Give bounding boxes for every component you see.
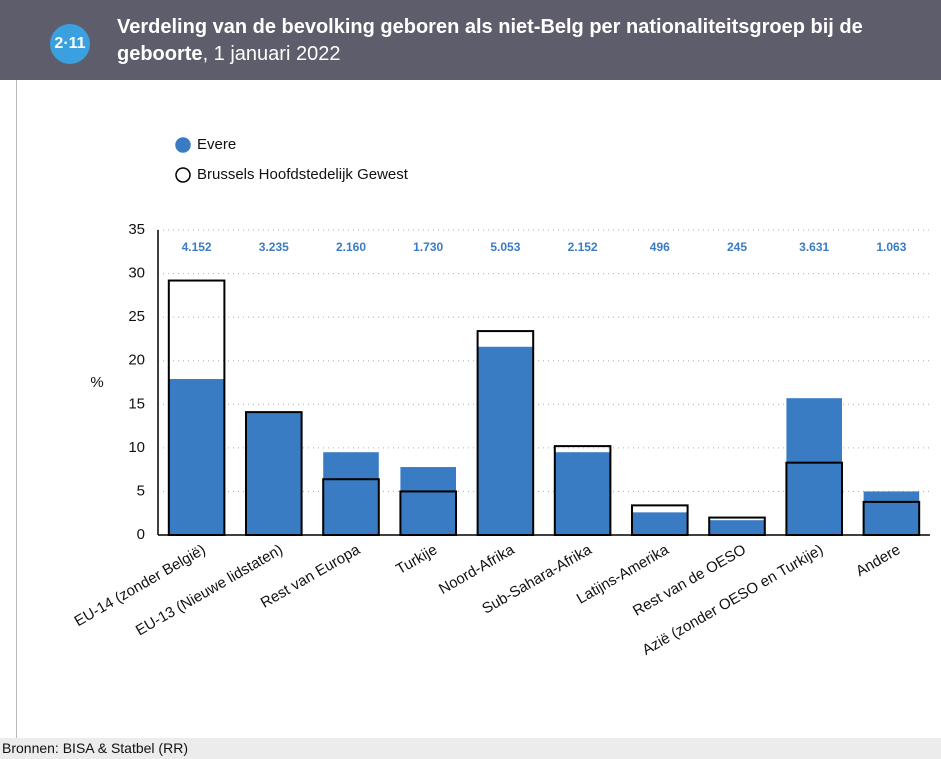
chart: % 0 5 10 15 20 25 30 35 Evere Brussels Hoofdstede…: [72, 136, 930, 659]
source: Bronnen: BISA & Statbel (RR): [0, 738, 941, 759]
count-label: 1.063: [876, 240, 906, 254]
count-label: 1.730: [413, 240, 443, 254]
count-label: 245: [727, 240, 747, 254]
x-tick-label: Andere: [853, 541, 903, 580]
x-tick-label: EU-13 (Nieuwe lidstaten): [133, 541, 286, 639]
bar: [632, 512, 688, 535]
y-tick-label: 25: [128, 308, 145, 325]
x-tick-label: EU-14 (zonder België): [72, 541, 209, 630]
y-tick-label: 30: [128, 265, 145, 282]
y-axis-label: %: [90, 374, 103, 391]
legend-swatch: [175, 137, 191, 153]
bar: [400, 467, 456, 535]
header: 2·11 Verdeling van de bevolking geboren …: [0, 0, 941, 80]
y-tick-label: 5: [137, 482, 145, 499]
y-tick-label: 0: [137, 526, 145, 543]
legend-label: Brussels Hoofdstedelijk Gewest: [197, 166, 409, 183]
chart-subtitle: , 1 januari 2022: [202, 43, 341, 65]
bar: [246, 412, 302, 535]
bar: [709, 520, 765, 535]
x-tick-label: Turkije: [393, 541, 440, 578]
bar: [168, 379, 225, 535]
count-label: 3.235: [259, 240, 289, 254]
bar: [863, 491, 920, 535]
bar: [554, 452, 611, 535]
title-block: Verdeling van de bevolking geboren als n…: [117, 14, 932, 68]
y-tick-label: 20: [128, 352, 145, 369]
count-label: 2.152: [568, 240, 598, 254]
bar: [786, 398, 842, 535]
frame: [16, 80, 17, 740]
y-tick-label: 15: [128, 395, 145, 412]
count-label: 2.160: [336, 240, 366, 254]
chart-title: Verdeling van de bevolking geboren als n…: [117, 16, 863, 65]
count-label: 5.053: [490, 240, 520, 254]
legend-label: Evere: [197, 136, 236, 153]
bar: [323, 452, 379, 535]
count-label: 496: [650, 240, 670, 254]
count-label: 3.631: [799, 240, 829, 254]
count-label: 4.152: [182, 240, 212, 254]
legend-swatch: [175, 167, 191, 183]
y-tick-label: 35: [128, 221, 145, 238]
bar: [477, 346, 534, 535]
badge: 2·11: [50, 24, 90, 64]
y-tick-label: 10: [128, 439, 145, 456]
